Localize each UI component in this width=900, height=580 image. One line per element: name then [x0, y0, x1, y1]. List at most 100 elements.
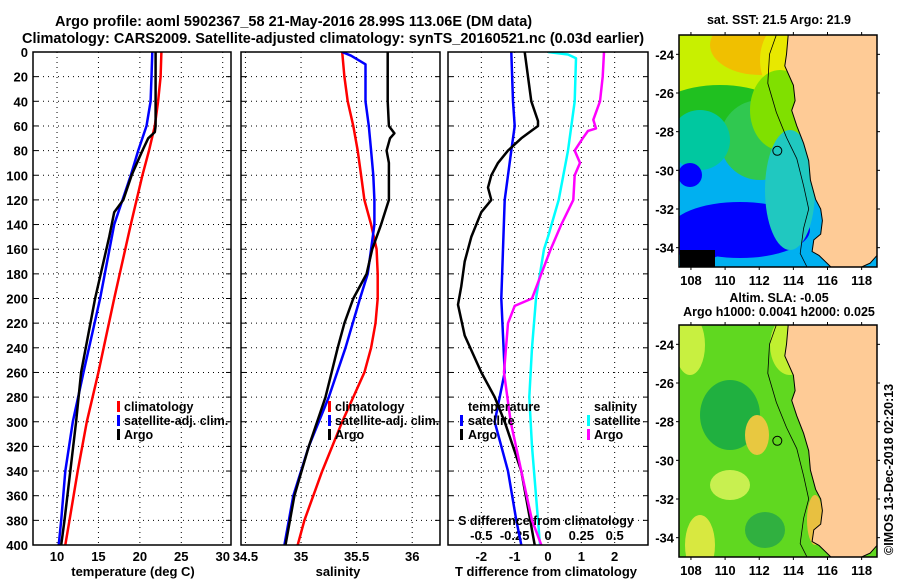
y-tick-label: 380: [6, 513, 28, 528]
x-tick-label: 36: [405, 549, 419, 564]
y-tick-label: 0: [21, 45, 28, 60]
y-tick-label: 320: [6, 439, 28, 454]
x2-tick-label: 0.5: [606, 528, 624, 543]
series-line-argo: [284, 52, 396, 545]
difference-panel: -2 -1 0 1 2 -0.5 -0.25 0 0.25 0.5: [447, 51, 649, 564]
temperature-xlabel: temperature (deg C): [71, 564, 195, 579]
figure-title-line2: Climatology: CARS2009. Satellite-adjuste…: [22, 31, 644, 47]
lon-tick-label: 116: [817, 563, 838, 578]
lon-tick-label: 108: [680, 563, 702, 578]
legend-swatch-t-satellite: [460, 415, 463, 426]
sst-patch: [679, 110, 730, 170]
x-tick-label: 0: [544, 549, 551, 564]
x-tick-label: 20: [133, 549, 147, 564]
series-line-argo: [59, 52, 157, 545]
legend-swatch-satellite: [328, 415, 331, 426]
sst-map: 108 110 112 114 116 118 -24 -26 -28 -30 -32 -34: [655, 32, 880, 288]
plot-frame: [32, 51, 232, 546]
legend-swatch-argo: [117, 429, 120, 440]
lat-tick-label: -30: [655, 453, 674, 468]
series-line-climatology: [296, 52, 379, 545]
lat-tick-label: -28: [655, 125, 674, 140]
legend-swatch-argo: [328, 429, 331, 440]
legend-swatch-t-argo: [460, 429, 463, 440]
legend-heading-salinity: salinity: [594, 400, 637, 414]
imos-watermark: ©IMOS 13-Dec-2018 02:20:13: [882, 384, 896, 555]
x-tick-label: 35: [294, 549, 308, 564]
x-tick-label: 35.5: [344, 549, 369, 564]
salinity-legend: climatology satellite-adj. clim. Argo: [328, 400, 439, 442]
sla-map-subtitle: Argo h1000: 0.0041 h2000: 0.025: [683, 305, 875, 319]
lat-tick-label: -28: [655, 415, 674, 430]
map-frame: [678, 34, 878, 268]
y-tick-label: 280: [6, 390, 28, 405]
legend-label-argo: Argo: [124, 428, 154, 442]
y-tick-label: 60: [14, 119, 28, 134]
x-tick-label: 10: [50, 549, 64, 564]
legend-label-satellite: satellite-adj. clim.: [335, 414, 439, 428]
legend-swatch-satellite: [117, 415, 120, 426]
x-tick-label: 2: [611, 549, 618, 564]
sla-patch: [745, 512, 785, 548]
y-tick-label: 340: [6, 464, 28, 479]
lat-tick-label: -24: [655, 337, 675, 352]
series-line-climatology: [64, 52, 163, 545]
argo-position-marker: [772, 435, 783, 446]
y-tick-label: 240: [6, 341, 28, 356]
sla-patch: [710, 470, 750, 500]
lat-tick-label: -32: [655, 492, 674, 507]
y-tick-label: 220: [6, 316, 28, 331]
sst-map-title: sat. SST: 21.5 Argo: 21.9: [707, 13, 851, 27]
y-tick-label: 200: [6, 292, 28, 307]
lat-tick-label: -32: [655, 202, 674, 217]
legend-swatch-climatology: [117, 401, 120, 412]
sst-patch: [679, 220, 730, 260]
x-tick-label: 30: [215, 549, 229, 564]
salinity-xlabel: salinity: [316, 564, 362, 579]
legend-label-t-argo: Argo: [468, 428, 498, 442]
legend-heading-temperature: temperature: [468, 400, 540, 414]
isobath-contour: [767, 35, 810, 267]
sst-patch: [679, 163, 702, 187]
legend-label-t-satellite: satellite: [468, 414, 515, 428]
legend-label-s-argo: Argo: [594, 428, 624, 442]
lon-tick-label: 110: [715, 273, 736, 288]
lon-tick-label: 110: [715, 563, 736, 578]
land-mass: [784, 325, 877, 557]
legend-swatch-s-satellite: [587, 415, 590, 426]
legend-label-satellite: satellite-adj. clim.: [124, 414, 228, 428]
sla-map-title: Altim. SLA: -0.05: [729, 291, 828, 305]
lon-tick-label: 116: [817, 273, 838, 288]
x2-tick-label: -0.5: [470, 528, 492, 543]
sla-patch: [679, 325, 705, 375]
series-line-temperature-satellite: [493, 52, 523, 545]
y-tick-label: 80: [14, 144, 28, 159]
sla-patch: [700, 380, 760, 450]
lon-tick-label: 118: [851, 563, 872, 578]
map-frame: [678, 324, 878, 558]
series-line-satellite-adj-clim-: [57, 52, 154, 545]
lat-tick-label: -26: [655, 86, 674, 101]
y-tick-label: 120: [6, 193, 28, 208]
series-line-salinity-argo: [502, 52, 606, 545]
sla-map: 108 110 112 114 116 118 -24 -26 -28 -30 -32 -34: [655, 322, 880, 578]
lat-tick-label: -34: [655, 241, 675, 256]
argo-position-marker: [772, 145, 783, 156]
x-tick-label: -2: [476, 549, 488, 564]
x-tick-label: 34.5: [233, 549, 258, 564]
missing-data-patch: [680, 250, 715, 267]
y-tick-label: 180: [6, 267, 28, 282]
x-tick-label: 15: [91, 549, 105, 564]
sla-patch: [685, 515, 715, 557]
sla-patch: [745, 415, 769, 455]
sst-patch: [765, 130, 815, 250]
y-tick-label: 160: [6, 242, 28, 257]
x2-tick-label: 0.25: [569, 528, 594, 543]
legend-swatch-climatology: [328, 401, 331, 412]
x-tick-label: 1: [578, 549, 585, 564]
lon-tick-label: 114: [783, 563, 805, 578]
salinity-panel: 34.5 35 35.5 36: [233, 51, 441, 564]
land-mass: [784, 35, 877, 267]
isobath-contour: [767, 325, 810, 557]
plot-frame: [447, 51, 649, 546]
